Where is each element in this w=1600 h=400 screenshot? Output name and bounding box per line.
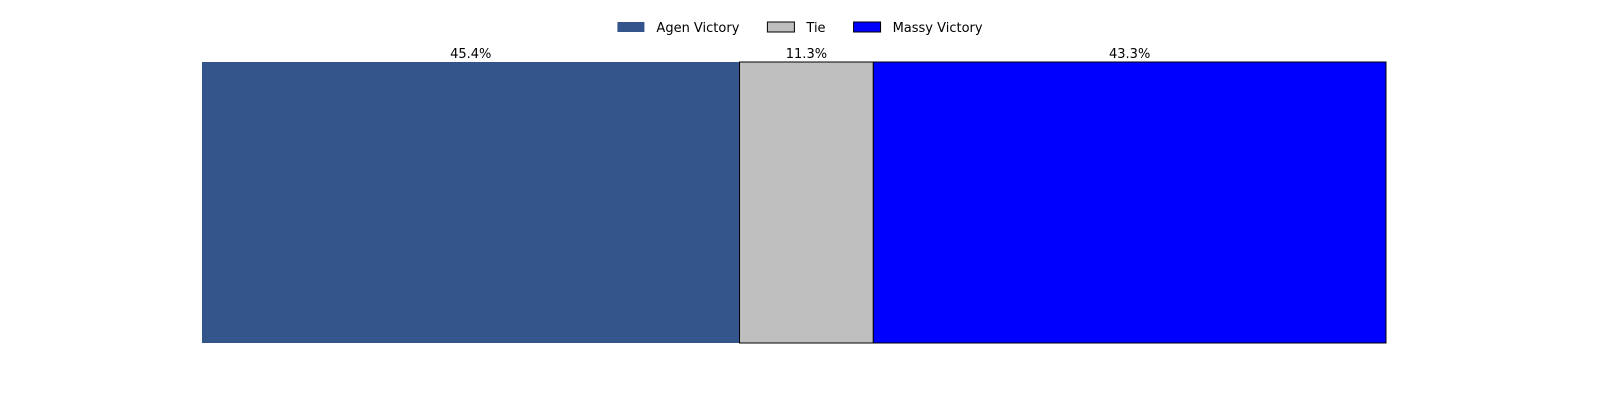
- legend-swatch-agen-victory: [617, 22, 645, 32]
- data-label-tie: 11.3%: [786, 47, 827, 62]
- legend: Agen Victory Tie Massy Victory: [617, 21, 983, 36]
- bar-agen-victory: [202, 62, 740, 343]
- legend-label-agen-victory: Agen Victory: [656, 21, 739, 36]
- bar-tie: [739, 61, 874, 344]
- legend-swatch-tie: [766, 21, 795, 33]
- data-label-massy-victory: 43.3%: [1109, 47, 1150, 62]
- bar-segments: [202, 61, 1387, 344]
- legend-label-tie: Tie: [805, 21, 825, 36]
- data-label-agen-victory: 45.4%: [450, 47, 491, 62]
- legend-label-massy-victory: Massy Victory: [893, 21, 983, 36]
- data-labels: 45.4% 11.3% 43.3%: [450, 47, 1150, 62]
- bar-massy-victory: [872, 61, 1387, 344]
- legend-swatch-massy-victory: [853, 21, 882, 33]
